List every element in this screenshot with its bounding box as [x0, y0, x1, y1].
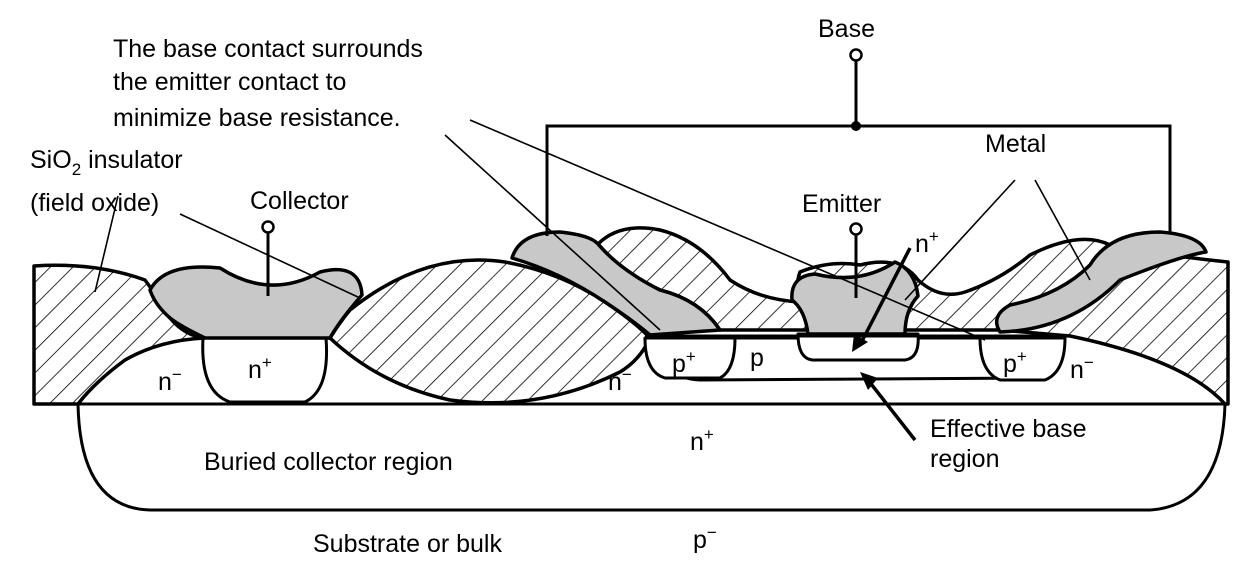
p-minus-label-sup: −	[707, 523, 717, 542]
base-metal-left	[510, 230, 722, 337]
n-minus-right-label-sup: −	[1084, 353, 1094, 372]
sio2-label-subscript: 2	[72, 160, 81, 179]
effective-base-label-line2: region	[930, 445, 1000, 473]
collector-terminal	[261, 220, 275, 234]
p-plus-left-label-main: p	[672, 350, 686, 378]
effective-base-label-line1: Effective base	[930, 415, 1087, 443]
arrow-n-plus-emitter	[858, 247, 912, 346]
leader-note-left	[444, 134, 661, 331]
n-minus-mid-label-main: n	[608, 368, 622, 396]
note-line-3: minimize base resistance.	[113, 104, 401, 132]
p-plus-left-label-sup: +	[686, 347, 696, 366]
n-minus-left-label-sup: −	[172, 365, 182, 384]
base-label: Base	[818, 15, 875, 43]
substrate-label: Substrate or bulk	[313, 530, 502, 558]
arrow-n-plus-emitter-head	[852, 334, 868, 352]
collector-metal	[148, 265, 364, 340]
n-plus-emitter-label-main: n	[915, 230, 929, 258]
metal-label: Metal	[985, 130, 1046, 158]
p-region-label: p	[750, 344, 764, 372]
p-plus-right-label: p+	[1003, 347, 1027, 378]
field-oxide-label: (field oxide)	[30, 189, 159, 217]
base-junction-dot	[851, 121, 861, 131]
n-plus-buried-label-main: n	[690, 428, 704, 456]
buried-collector-label: Buried collector region	[204, 448, 453, 476]
n-minus-left-label-main: n	[158, 368, 172, 396]
leader-metal-right	[1034, 179, 1091, 281]
n-plus-collector-label: n+	[248, 353, 272, 384]
p-plus-right-label-sup: +	[1017, 347, 1027, 366]
base-terminal	[849, 48, 863, 62]
collector-label: Collector	[250, 187, 349, 215]
base-metal-right	[994, 230, 1208, 334]
leader-sio2	[94, 195, 119, 293]
p-plus-right-region	[978, 336, 1067, 382]
p-plus-left-label: p+	[672, 347, 696, 378]
n-minus-left-label: n−	[158, 365, 182, 396]
p-plus-right-label-main: p	[1003, 350, 1017, 378]
leader-metal-left	[904, 179, 1016, 301]
n-plus-collector-label-sup: +	[262, 353, 272, 372]
sio2-label-rest: insulator	[81, 146, 182, 174]
emitter-terminal	[849, 222, 863, 236]
n-minus-right-label-main: n	[1070, 356, 1084, 384]
p-plus-left-region	[643, 336, 737, 380]
emitter-label: Emitter	[802, 190, 881, 218]
arrow-effective-base	[866, 378, 917, 442]
n-minus-mid-label: n−	[608, 365, 632, 396]
base-wire-frame	[545, 124, 1172, 236]
n-plus-buried-label-sup: +	[704, 425, 714, 444]
note-line-1: The base contact surrounds	[113, 35, 423, 63]
p-minus-label: p−	[693, 523, 717, 554]
n-minus-mid-label-sup: −	[622, 365, 632, 384]
sio2-label-main: SiO	[30, 146, 72, 174]
p-minus-label-main: p	[693, 526, 707, 554]
n-plus-collector-label-main: n	[248, 356, 262, 384]
leader-sio2-right	[179, 213, 361, 299]
n-plus-collector-region	[201, 336, 329, 404]
n-plus-emitter-label: n+	[915, 227, 939, 258]
arrow-effective-base-head	[860, 372, 878, 390]
sio2-label: SiO2 insulator	[30, 146, 183, 179]
buried-collector-region	[76, 403, 1227, 512]
n-minus-right-label: n−	[1070, 353, 1094, 384]
n-plus-buried-label: n+	[690, 425, 714, 456]
n-plus-emitter-label-sup: +	[929, 227, 939, 246]
leader-note-right	[469, 119, 986, 341]
note-line-2: the emitter contact to	[113, 68, 346, 96]
